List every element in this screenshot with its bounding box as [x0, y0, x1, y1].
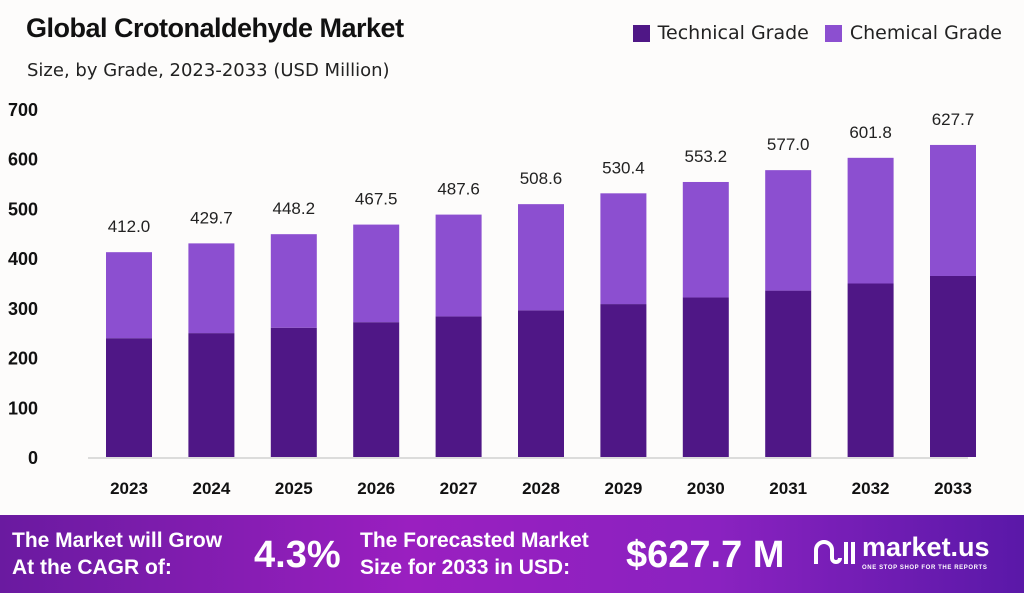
x-tick-label: 2029	[604, 479, 642, 498]
bar-chart: 0 100 200 300 400 500 600 700 412.0 2023 429.7 2024…	[8, 100, 976, 498]
bar-segment-technical-2033	[930, 275, 976, 457]
legend-item-chemical: Chemical Grade	[824, 22, 1002, 44]
bar-total-label: 530.4	[602, 158, 645, 177]
bar-segment-chemical-2033	[930, 144, 976, 276]
bar-total-label: 448.2	[273, 199, 316, 218]
bar-segment-chemical-2025	[270, 234, 317, 328]
bar-segment-technical-2025	[270, 327, 317, 457]
y-tick-label: 200	[8, 349, 38, 369]
bar-total-label: 627.7	[932, 110, 975, 129]
bar-segment-chemical-2032	[847, 157, 894, 284]
footer-banner: The Market will Grow At the CAGR of: 4.3…	[0, 515, 1024, 593]
bar-segment-chemical-2027	[435, 214, 482, 317]
bar-segment-chemical-2030	[682, 181, 729, 298]
cagr-label-line2: At the CAGR of:	[12, 556, 172, 579]
bar-segment-technical-2027	[435, 316, 482, 457]
y-tick-label: 700	[8, 100, 38, 120]
forecast-label-line1: The Forecasted Market	[360, 529, 589, 552]
bar-total-label: 467.5	[355, 190, 398, 209]
x-tick-label: 2027	[440, 479, 478, 498]
cagr-label: The Market will Grow At the CAGR of:	[12, 527, 222, 581]
brand-logo-icon	[814, 539, 855, 564]
brand-logo: market.us ONE STOP SHOP FOR THE REPORTS	[812, 531, 990, 572]
x-tick-label: 2031	[769, 479, 807, 498]
bar-total-label: 429.7	[190, 208, 233, 227]
x-tick-label: 2023	[110, 479, 148, 498]
y-tick-label: 0	[28, 448, 38, 468]
bar-segment-technical-2030	[682, 297, 729, 457]
forecast-label-line2: Size for 2033 in USD:	[360, 556, 571, 579]
x-tick-label: 2032	[852, 479, 890, 498]
bar-total-label: 508.6	[520, 169, 563, 188]
bar-total-label: 601.8	[849, 123, 892, 142]
bar-segment-chemical-2026	[353, 224, 400, 323]
bar-segment-technical-2026	[353, 322, 400, 457]
cagr-label-line1: The Market will Grow	[12, 529, 223, 552]
bar-segment-technical-2028	[518, 310, 564, 457]
x-tick-label: 2025	[275, 479, 313, 498]
bar-segment-technical-2031	[765, 290, 812, 457]
x-tick-label: 2026	[357, 479, 395, 498]
legend-label-chemical: Chemical Grade	[849, 22, 1002, 44]
bar-segment-chemical-2023	[106, 252, 152, 339]
bar-total-label: 412.0	[108, 217, 151, 236]
y-tick-label: 400	[8, 249, 38, 269]
y-tick-label: 300	[8, 299, 38, 319]
chart-subtitle: Size, by Grade, 2023-2033 (USD Million)	[27, 60, 390, 81]
legend-swatch-chemical	[824, 24, 842, 42]
cagr-value: 4.3%	[254, 534, 341, 576]
bar-total-label: 553.2	[685, 147, 728, 166]
legend-label-technical: Technical Grade	[657, 22, 809, 44]
y-tick-label: 100	[8, 398, 38, 418]
x-tick-label: 2028	[522, 479, 560, 498]
x-tick-label: 2033	[934, 479, 972, 498]
chart-title: Global Crotonaldehyde Market	[26, 13, 404, 43]
bar-total-label: 577.0	[767, 135, 810, 154]
bar-segment-technical-2032	[847, 283, 894, 457]
bar-segment-chemical-2028	[518, 204, 564, 311]
y-tick-label: 600	[8, 150, 38, 170]
forecast-value: $627.7 M	[626, 534, 785, 576]
forecast-label: The Forecasted Market Size for 2033 in U…	[360, 527, 589, 581]
legend-item-technical: Technical Grade	[632, 22, 809, 44]
brand-name: market.us	[862, 532, 990, 562]
bar-segment-chemical-2029	[600, 193, 647, 305]
x-tick-label: 2024	[192, 479, 230, 498]
bar-segment-technical-2029	[600, 304, 647, 457]
bar-segment-technical-2024	[188, 333, 235, 457]
bar-segment-chemical-2024	[188, 243, 235, 334]
brand-tagline: ONE STOP SHOP FOR THE REPORTS	[862, 565, 988, 571]
y-tick-label: 500	[8, 199, 38, 219]
bar-segment-technical-2023	[106, 338, 152, 457]
legend-swatch-technical	[632, 24, 650, 42]
legend: Technical Grade Chemical Grade	[632, 22, 1002, 44]
bar-total-label: 487.6	[437, 180, 480, 199]
x-tick-label: 2030	[687, 479, 725, 498]
bar-segment-chemical-2031	[765, 170, 812, 291]
